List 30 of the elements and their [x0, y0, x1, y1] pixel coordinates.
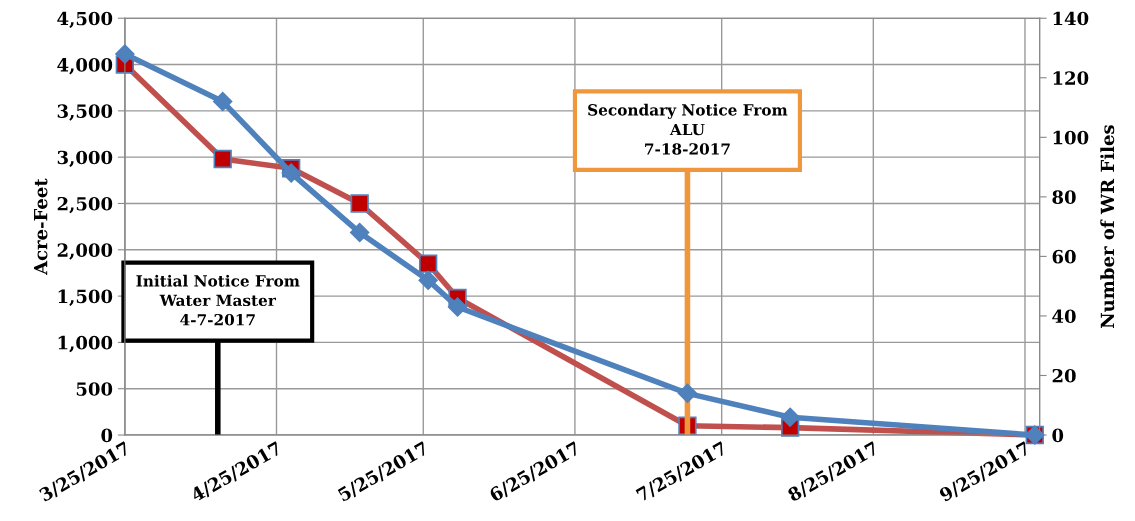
point [115, 44, 135, 64]
y-tick-label: 4,000 [57, 58, 113, 75]
y-tick-label: 500 [76, 382, 113, 396]
y2-tick-label: 140 [1053, 11, 1089, 26]
y2-tick-label: 80 [1052, 190, 1076, 204]
y-tick-label: 1,500 [58, 289, 113, 306]
y-tick-label: 4,500 [57, 11, 113, 29]
y2-tick-label: 120 [1053, 71, 1089, 85]
y2-tick-label: 0 [1052, 428, 1064, 443]
y-tick-label: 2,000 [57, 243, 113, 260]
point [780, 407, 800, 427]
y-tick-label: 3,500 [57, 104, 113, 121]
y2-axis-title: Number of WR Files [1100, 125, 1115, 329]
point [418, 270, 438, 290]
y-tick-label: 2,500 [57, 196, 113, 214]
y2-tick-label: 40 [1052, 309, 1076, 324]
y2-tick-label: 60 [1052, 249, 1076, 264]
point [281, 163, 301, 183]
ref-line-label: Initial Notice From Water Master 4-7-2017 [136, 274, 300, 326]
point [447, 297, 468, 317]
y2-tick-label: 100 [1053, 130, 1089, 145]
point [349, 222, 370, 243]
y-axis-title: Acre-Feet [34, 178, 48, 276]
y-tick-label: 0 [101, 428, 113, 443]
y-tick-label: 1,000 [58, 335, 113, 353]
point [677, 383, 698, 404]
point [213, 91, 233, 112]
ref-line-label: Secondary Notice From ALU 7-18-2017 [588, 103, 788, 155]
y2-tick-label: 20 [1052, 368, 1076, 383]
y-tick-label: 3,000 [57, 150, 113, 168]
